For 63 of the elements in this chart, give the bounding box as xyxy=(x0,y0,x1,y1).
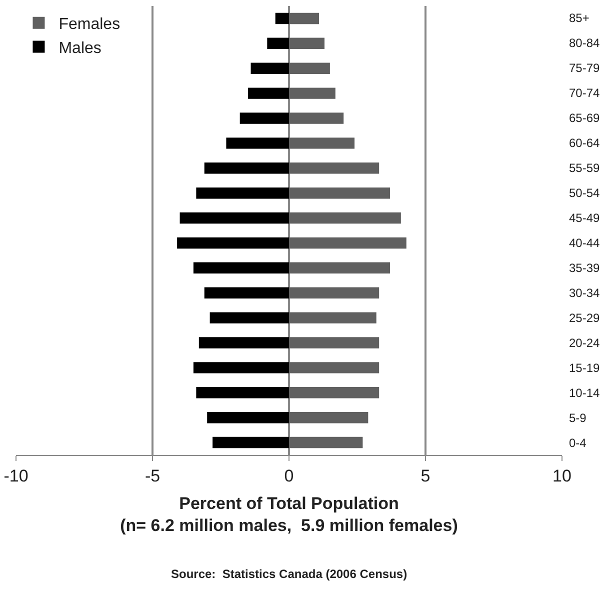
bar xyxy=(289,112,344,124)
bar xyxy=(289,62,330,74)
bar xyxy=(289,436,363,448)
y-tick-label: 15-19 xyxy=(569,361,600,375)
legend-label: Females xyxy=(58,16,120,34)
source-note: Source: Statistics Canada (2006 Census) xyxy=(171,567,408,581)
y-tick-label: 10-14 xyxy=(569,386,600,400)
y-tick-label: 40-44 xyxy=(569,236,600,250)
bar xyxy=(289,287,380,298)
y-tick-label: 30-34 xyxy=(569,286,600,300)
bar xyxy=(248,88,289,99)
bar xyxy=(289,88,336,99)
bar xyxy=(226,138,289,149)
y-tick-label: 70-74 xyxy=(569,86,600,100)
y-tick-label: 45-49 xyxy=(569,211,600,225)
x-tick-label: 0 xyxy=(284,466,294,486)
x-tick-label: -10 xyxy=(4,466,28,486)
bar xyxy=(289,412,368,424)
y-tick-label: 65-69 xyxy=(569,111,600,125)
bar xyxy=(193,362,289,374)
bar xyxy=(289,162,380,174)
bar xyxy=(275,12,289,24)
y-tick-label: 60-64 xyxy=(569,136,600,150)
bar xyxy=(289,212,401,224)
bar xyxy=(196,387,289,398)
x-tick-label: 5 xyxy=(420,466,430,486)
y-tick-label: 50-54 xyxy=(569,186,600,200)
y-tick-label: 55-59 xyxy=(569,161,600,175)
bar xyxy=(198,337,289,348)
y-tick-label: 35-39 xyxy=(569,261,600,275)
bar xyxy=(289,138,355,149)
y-tick-label: 75-79 xyxy=(569,61,600,75)
bar xyxy=(289,337,380,348)
bar xyxy=(289,38,324,50)
bar xyxy=(289,312,376,324)
y-tick-label: 80-84 xyxy=(569,36,600,50)
legend-label: Males xyxy=(58,40,102,57)
bar xyxy=(250,62,289,74)
y-tick-label: 25-29 xyxy=(569,311,600,325)
x-tick-label: 10 xyxy=(552,466,572,486)
y-tick-label: 0-4 xyxy=(569,436,587,450)
bar xyxy=(289,387,380,398)
bar xyxy=(177,237,289,249)
bar xyxy=(289,12,320,24)
bar xyxy=(289,237,406,249)
y-tick-label: 20-24 xyxy=(569,336,600,350)
bar xyxy=(204,287,289,298)
bar xyxy=(196,187,289,199)
bar xyxy=(207,412,289,424)
bar xyxy=(240,112,289,124)
bar xyxy=(193,262,289,274)
bar xyxy=(210,312,289,324)
x-axis-title: Percent of Total Population (n= 6.2 million males, 5.9 million females) xyxy=(120,494,458,535)
bar xyxy=(267,38,289,50)
y-tick-label: 5-9 xyxy=(569,411,587,425)
bar xyxy=(204,162,289,174)
bar xyxy=(180,212,289,224)
bar xyxy=(289,362,380,374)
bar xyxy=(289,262,390,274)
bar xyxy=(289,187,390,199)
x-tick-label: -5 xyxy=(144,466,160,486)
bar xyxy=(212,436,289,448)
y-tick-label: 85+ xyxy=(569,11,590,25)
